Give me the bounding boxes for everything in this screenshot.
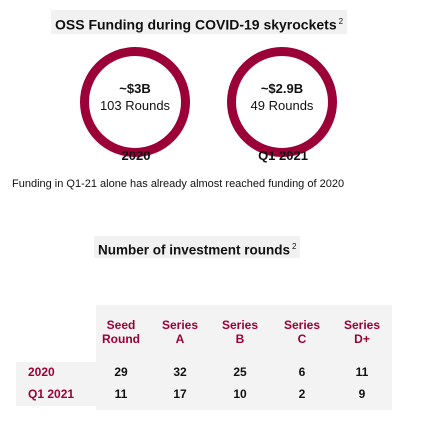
footnote-ref: 2 [292, 242, 297, 251]
funding-amount-2020: ~$3B [119, 81, 151, 96]
table-cell: 17 [173, 387, 187, 401]
rounds-table-title: Number of investment rounds 2 [94, 236, 301, 258]
column-header: Series C [283, 318, 321, 346]
period-label-2020: 2020 [121, 148, 151, 163]
row-label: 2020 [28, 365, 55, 379]
column-header: Series B [221, 318, 259, 346]
table-panel [96, 305, 392, 410]
period-label-q1-2021: Q1 2021 [258, 148, 308, 163]
funding-ring-q1-2021: ~$2.9B 49 Rounds [227, 47, 337, 157]
row-label-bg [16, 384, 96, 406]
funding-amount-q1-2021: ~$2.9B [260, 81, 304, 96]
row-label: Q1 2021 [28, 387, 75, 401]
column-header: Seed Round [102, 318, 140, 346]
table-cell: 10 [233, 387, 247, 401]
table-cell: 6 [298, 365, 306, 379]
table-cell: 11 [114, 387, 128, 401]
rounds-table: Seed Round Series A Series B Series C Series… [16, 305, 392, 410]
table-cell: 2 [298, 387, 306, 401]
rounds-count-2020: 103 Rounds [99, 98, 171, 113]
row-label-bg [16, 362, 96, 384]
footnote-ref: 2 [338, 17, 344, 26]
table-cell: 32 [173, 365, 187, 379]
table-cell: 25 [233, 365, 247, 379]
page-title: OSS Funding during COVID-19 skyrockets 2 [51, 10, 348, 34]
table-cell: 11 [355, 365, 369, 379]
table-cell: 9 [358, 387, 366, 401]
table-cell: 29 [114, 365, 128, 379]
rounds-table-title-text: Number of investment rounds [98, 242, 291, 258]
funding-note: Funding in Q1-21 alone has already almos… [12, 178, 345, 190]
column-header: Series D+ [343, 318, 381, 346]
page-title-text: OSS Funding during COVID-19 skyrockets [55, 16, 337, 33]
rounds-count-q1-2021: 49 Rounds [250, 98, 314, 113]
funding-ring-2020: ~$3B 103 Rounds [80, 47, 190, 157]
column-header: Series A [161, 318, 199, 346]
